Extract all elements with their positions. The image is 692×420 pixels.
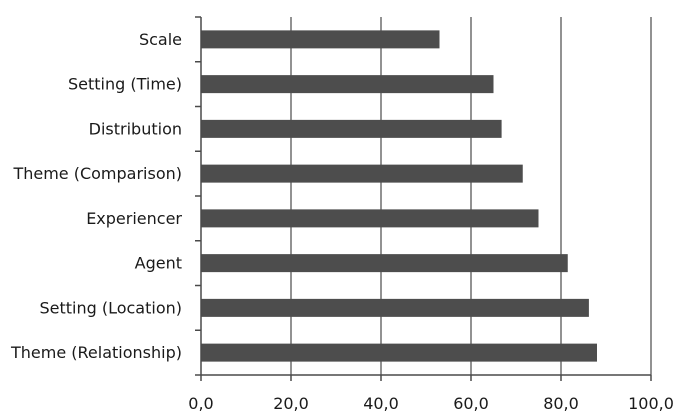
category-label: Theme (Relationship) <box>10 343 182 362</box>
category-label: Scale <box>139 30 182 49</box>
x-tick-labels: 0,0 20,0 40,0 60,0 80,0 100,0 <box>188 394 674 413</box>
category-label: Distribution <box>89 119 182 138</box>
category-labels: Scale Setting (Time) Distribution Theme (Co… <box>10 30 182 362</box>
x-tick-label: 60,0 <box>453 394 489 413</box>
bar <box>201 298 589 317</box>
x-tick-label: 100,0 <box>628 394 674 413</box>
x-tick-label: 80,0 <box>543 394 579 413</box>
bar <box>201 254 568 273</box>
category-label: Setting (Time) <box>68 75 182 94</box>
category-label: Theme (Comparison) <box>12 164 182 183</box>
bar <box>201 164 523 183</box>
bar <box>201 75 494 94</box>
x-tick-label: 40,0 <box>363 394 399 413</box>
x-tick-label: 0,0 <box>188 394 213 413</box>
bar <box>201 30 440 49</box>
bar <box>201 119 502 138</box>
bars <box>201 30 597 362</box>
gridlines <box>290 17 652 375</box>
category-label: Setting (Location) <box>39 298 182 317</box>
category-label: Agent <box>135 254 182 273</box>
category-label: Experiencer <box>86 209 182 228</box>
bar <box>201 343 597 362</box>
bar <box>201 209 539 228</box>
axes <box>195 16 652 381</box>
x-tick-label: 20,0 <box>273 394 309 413</box>
